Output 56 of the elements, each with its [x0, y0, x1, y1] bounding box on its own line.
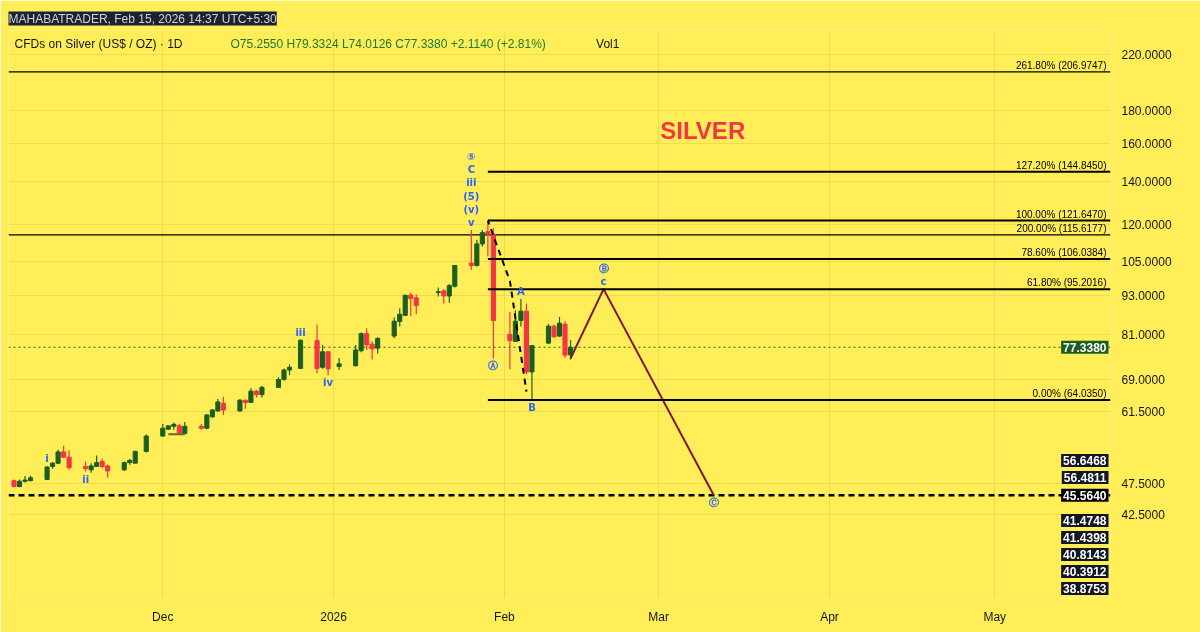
- annotation: 56.6468: [1063, 454, 1107, 468]
- series-label: 78.60% (106.0384): [1021, 246, 1107, 258]
- y-tick-label: 69.0000: [1121, 372, 1166, 387]
- y-tick-label: 160.0000: [1121, 137, 1172, 152]
- annotation: ⑤ C iii (5) (v) v: [463, 151, 480, 229]
- text: CFDs on Silver (US$ / OZ) · 1D: [14, 36, 183, 51]
- annotation: iii: [295, 326, 306, 338]
- x-tick-label: Dec: [152, 609, 174, 624]
- annotation: iv: [323, 377, 334, 389]
- annotation: 56.4811: [1063, 471, 1107, 485]
- annotation: 40.8143: [1063, 548, 1107, 562]
- y-tick-label: 220.0000: [1121, 48, 1172, 63]
- ref-line-label: 77.3380: [1063, 340, 1107, 355]
- candlestick: [507, 311, 513, 370]
- annotation: 41.4398: [1063, 531, 1107, 545]
- annotation: Ⓑ: [598, 263, 609, 275]
- candlestick: [468, 229, 474, 271]
- y-tick-label: 180.0000: [1121, 104, 1172, 119]
- ref-line-label: 200.00% (115.6177): [1016, 222, 1107, 234]
- series-label: 100.00% (121.6470): [1015, 208, 1107, 220]
- y-tick-label: 105.0000: [1121, 255, 1172, 270]
- annotation: Vol1: [596, 36, 620, 51]
- y-tick-label: 61.5000: [1121, 404, 1166, 419]
- annotation: 38.8753: [1063, 582, 1107, 596]
- series-label: 61.80% (95.2016): [1027, 277, 1107, 289]
- ref-line-label: 45.5640: [1063, 488, 1107, 503]
- y-tick-label: 120.0000: [1121, 217, 1172, 232]
- candlestick: [556, 316, 563, 338]
- annotation: Ⓒ: [708, 497, 719, 509]
- candlestick: [220, 396, 226, 416]
- x-tick-label: Apr: [820, 609, 839, 624]
- y-tick-label: 81.0000: [1121, 327, 1166, 342]
- candlestick: [336, 357, 342, 371]
- y-tick-label: 140.0000: [1121, 174, 1172, 189]
- annotation: c: [600, 276, 607, 288]
- x-tick-label: 2026: [320, 609, 348, 624]
- y-tick-label: 47.5000: [1121, 477, 1166, 492]
- x-tick-label: May: [983, 609, 1007, 624]
- annotation: O75.2550 H79.3324 L74.0126 C77.3380 +2.1140 (+2.81%): [230, 36, 546, 51]
- annotation: 41.4748: [1063, 514, 1107, 528]
- x-tick-label: Mar: [648, 609, 670, 624]
- x-tick-label: Feb: [494, 609, 516, 624]
- annotation: Ⓐ: [488, 360, 499, 372]
- annotation: i: [45, 452, 49, 464]
- ref-line-label: 261.80% (206.9747): [1015, 59, 1107, 71]
- text: SILVER: [660, 117, 746, 144]
- text: MAHABATRADER, Feb 15, 2026 14:37 UTC+5:30: [8, 11, 278, 26]
- y-tick-label: 93.0000: [1121, 289, 1166, 304]
- annotation: B: [528, 402, 536, 414]
- series-label: 127.20% (144.8450): [1015, 159, 1107, 171]
- candlestick: [325, 350, 331, 376]
- annotation: 40.3912: [1063, 565, 1107, 579]
- y-tick-label: 42.5000: [1121, 508, 1166, 523]
- series-label: 0.00% (64.0350): [1032, 388, 1107, 400]
- annotation: ii: [82, 473, 90, 485]
- candlestick: [518, 298, 524, 328]
